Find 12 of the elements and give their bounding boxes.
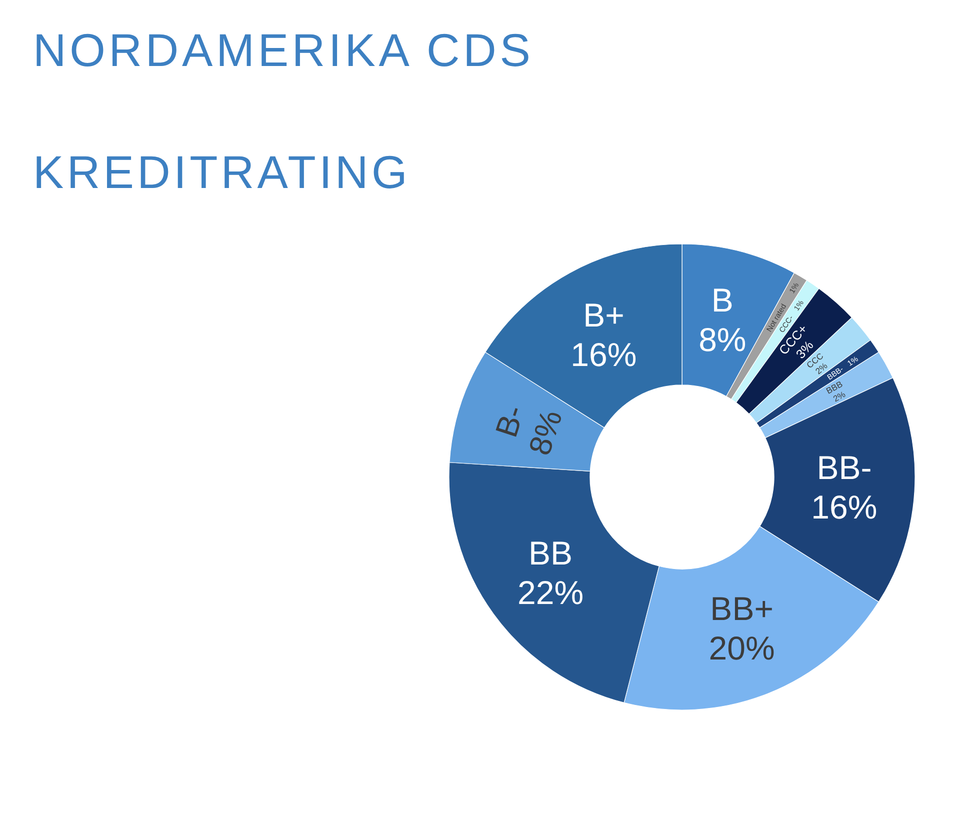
data-label: 16%	[570, 336, 637, 373]
slice-label: BB+	[710, 590, 774, 627]
chart-subtitle: KREDITRATING	[33, 146, 410, 198]
chart-title: NORDAMERIKA CDS	[33, 24, 534, 76]
data-label: 22%	[517, 574, 584, 611]
data-label: 20%	[708, 629, 775, 666]
slice-label: BB-	[816, 448, 872, 486]
slice-label: BB	[528, 534, 573, 572]
data-label: 8%	[698, 320, 746, 358]
slice-label: B+	[583, 296, 624, 334]
slice-label: B	[711, 281, 734, 318]
data-label: 16%	[811, 488, 878, 526]
